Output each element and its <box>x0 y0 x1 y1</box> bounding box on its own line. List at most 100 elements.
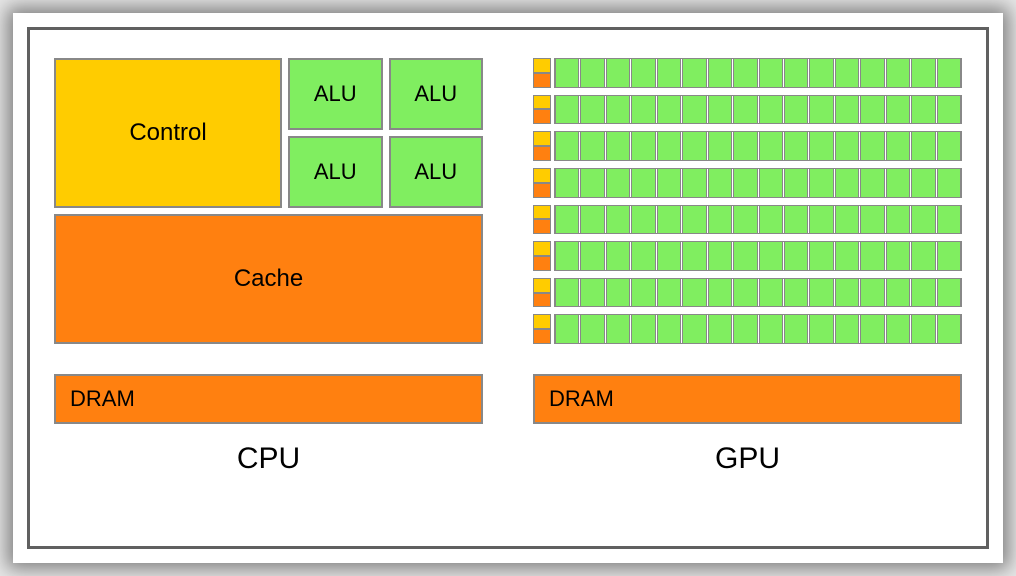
gpu-core <box>835 242 859 270</box>
gpu-row-cache-unit <box>533 109 551 124</box>
gpu-core <box>759 279 783 307</box>
gpu-core <box>911 242 935 270</box>
gpu-core <box>733 132 757 160</box>
gpu-core <box>937 206 961 234</box>
gpu-core-strip <box>554 168 962 198</box>
gpu-core <box>937 96 961 124</box>
gpu-core <box>759 96 783 124</box>
gpu-core <box>606 96 630 124</box>
gpu-core <box>606 242 630 270</box>
gpu-row-cache-unit <box>533 219 551 234</box>
gpu-core-strip <box>554 314 962 344</box>
gpu-row-control-unit <box>533 314 551 329</box>
gpu-title: GPU <box>533 442 962 476</box>
gpu-core <box>555 242 579 270</box>
gpu-core <box>631 132 655 160</box>
gpu-core <box>809 169 833 197</box>
gpu-core <box>580 132 604 160</box>
gpu-core <box>708 169 732 197</box>
gpu-core <box>708 206 732 234</box>
gpu-core <box>657 206 681 234</box>
gpu-row-cache-unit <box>533 293 551 308</box>
gpu-core <box>708 132 732 160</box>
gpu-core <box>555 59 579 87</box>
gpu-core <box>631 242 655 270</box>
gpu-core <box>759 242 783 270</box>
gpu-core <box>886 279 910 307</box>
gpu-core-strip <box>554 131 962 161</box>
gpu-core <box>708 96 732 124</box>
diagram-inner: Control ALUALUALUALU Cache DRAM CPU DRAM… <box>27 27 989 549</box>
gpu-core <box>631 315 655 343</box>
gpu-core <box>809 315 833 343</box>
gpu-core <box>784 315 808 343</box>
gpu-core <box>733 59 757 87</box>
gpu-core <box>733 96 757 124</box>
gpu-core <box>937 242 961 270</box>
gpu-core <box>708 59 732 87</box>
gpu-row-control <box>533 168 551 198</box>
gpu-row-control <box>533 131 551 161</box>
gpu-core <box>657 279 681 307</box>
gpu-core <box>809 242 833 270</box>
gpu-core <box>555 132 579 160</box>
gpu-row-control-unit <box>533 241 551 256</box>
gpu-column: DRAM GPU <box>533 58 962 534</box>
gpu-core <box>886 315 910 343</box>
gpu-core <box>860 206 884 234</box>
cpu-column: Control ALUALUALUALU Cache DRAM CPU <box>54 58 483 534</box>
gpu-core <box>809 96 833 124</box>
gpu-core <box>759 206 783 234</box>
gpu-row-control-unit <box>533 58 551 73</box>
gpu-core <box>657 132 681 160</box>
gpu-core <box>784 96 808 124</box>
gpu-core <box>860 59 884 87</box>
gpu-row <box>533 95 962 125</box>
cpu-alu-grid: ALUALUALUALU <box>288 58 483 208</box>
gpu-core <box>809 59 833 87</box>
cpu-control-label: Control <box>129 119 206 147</box>
gpu-row-control-unit <box>533 95 551 110</box>
gpu-row-control <box>533 58 551 88</box>
gpu-core-strip <box>554 58 962 88</box>
gpu-row <box>533 241 962 271</box>
gpu-core <box>886 96 910 124</box>
gpu-core <box>937 315 961 343</box>
gpu-row <box>533 58 962 88</box>
gpu-core <box>657 169 681 197</box>
gpu-core-strip <box>554 241 962 271</box>
gpu-core <box>835 169 859 197</box>
gpu-core <box>835 279 859 307</box>
gpu-core <box>682 132 706 160</box>
gpu-core <box>809 279 833 307</box>
gpu-core <box>631 279 655 307</box>
gpu-core <box>657 59 681 87</box>
gpu-core <box>937 169 961 197</box>
gpu-core <box>911 132 935 160</box>
gpu-core <box>555 96 579 124</box>
gpu-row-control <box>533 95 551 125</box>
gpu-core <box>759 132 783 160</box>
gpu-core <box>631 96 655 124</box>
gpu-core <box>860 279 884 307</box>
gpu-core <box>886 59 910 87</box>
gpu-core <box>835 96 859 124</box>
gpu-core <box>937 59 961 87</box>
gpu-core <box>682 315 706 343</box>
gpu-core <box>580 315 604 343</box>
gpu-core <box>682 96 706 124</box>
gpu-core-strip <box>554 205 962 235</box>
gpu-core <box>860 132 884 160</box>
gpu-core <box>657 315 681 343</box>
cpu-control-box: Control <box>54 58 282 208</box>
gpu-core <box>708 315 732 343</box>
gpu-core <box>682 242 706 270</box>
gpu-core <box>784 132 808 160</box>
gpu-core <box>606 206 630 234</box>
gpu-core <box>784 279 808 307</box>
gpu-core <box>759 59 783 87</box>
cpu-dram-label: DRAM <box>70 386 135 412</box>
gpu-core <box>784 59 808 87</box>
gpu-core <box>580 169 604 197</box>
gpu-row-control <box>533 278 551 308</box>
